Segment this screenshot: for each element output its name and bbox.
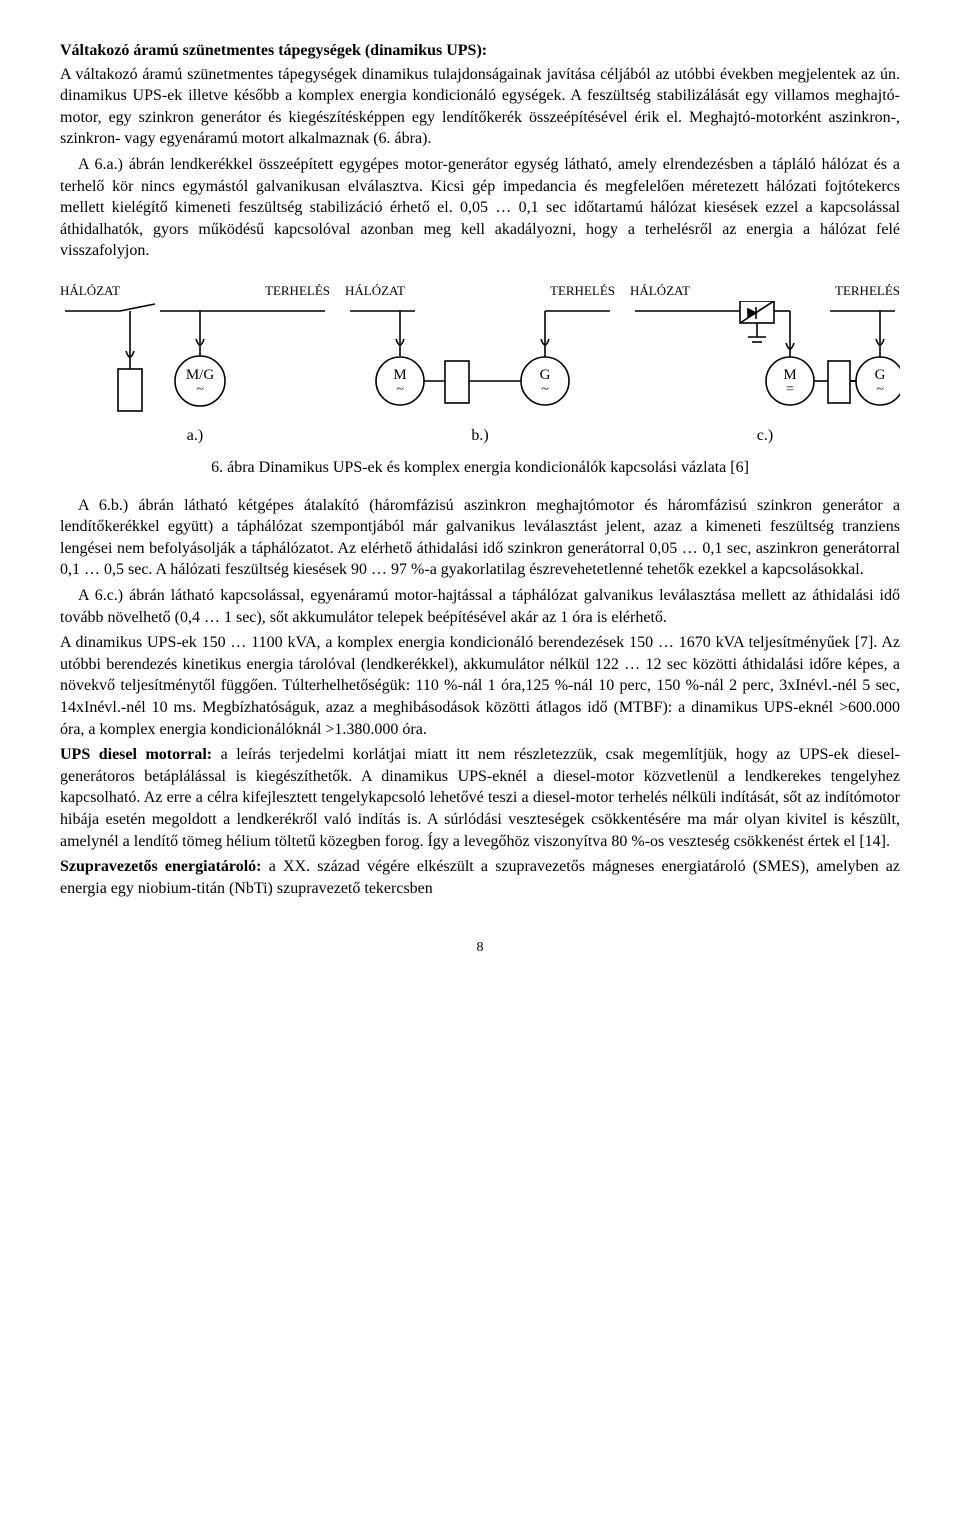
g-symbol: ~ [876, 382, 884, 397]
block-label-g: G [875, 367, 886, 383]
body-paragraph: Szupravezetős energiatároló: a XX. száza… [60, 856, 900, 899]
block-label-m: M [783, 367, 796, 383]
page-number: 8 [60, 939, 900, 958]
figure-6b: HÁLÓZAT TERHELÉS [345, 282, 615, 447]
subfig-label: b.) [471, 425, 488, 447]
block-label: M/G [186, 367, 215, 383]
run-in-heading: UPS diesel motorral: [60, 746, 221, 763]
subfig-label: a.) [187, 425, 203, 447]
body-paragraph: A 6.b.) ábrán látható kétgépes átalakító… [60, 495, 900, 581]
body-paragraph: A 6.c.) ábrán látható kapcsolással, egye… [60, 585, 900, 628]
block-label-m: M [393, 367, 406, 383]
circuit-svg-a: M/G ~ [60, 301, 330, 421]
body-paragraph: A 6.a.) ábrán lendkerékkel összeépített … [60, 154, 900, 262]
tilde-label: ~ [396, 382, 404, 397]
tilde-label: ~ [541, 382, 549, 397]
m-symbol: = [786, 382, 794, 397]
section-title: Váltakozó áramú szünetmentes tápegységek… [60, 40, 900, 62]
diagram-label-left: HÁLÓZAT [60, 282, 120, 300]
figure-6c: HÁLÓZAT TERHELÉS [630, 282, 900, 447]
body-paragraph: A dinamikus UPS-ek 150 … 1100 kVA, a kom… [60, 632, 900, 740]
diagram-label-left: HÁLÓZAT [630, 282, 690, 300]
run-in-heading: Szupravezetős energiatároló: [60, 858, 269, 875]
diagram-label-right: TERHELÉS [835, 282, 900, 300]
body-paragraph: A váltakozó áramú szünetmentes tápegység… [60, 64, 900, 150]
circuit-svg-c: M = G ~ [630, 301, 900, 421]
subfig-label: c.) [757, 425, 773, 447]
tilde-label: ~ [196, 382, 204, 397]
figure-caption: 6. ábra Dinamikus UPS-ek és komplex ener… [60, 457, 900, 479]
diagram-label-right: TERHELÉS [265, 282, 330, 300]
body-paragraph: UPS diesel motorral: a leírás terjedelmi… [60, 744, 900, 852]
diagram-label-right: TERHELÉS [550, 282, 615, 300]
figure-6a: HÁLÓZAT TERHELÉS M/G ~ a.) [60, 282, 330, 447]
diagram-label-left: HÁLÓZAT [345, 282, 405, 300]
figure-6: HÁLÓZAT TERHELÉS M/G ~ a.) [60, 282, 900, 447]
circuit-svg-b: M ~ G ~ [345, 301, 615, 421]
block-label-g: G [540, 367, 551, 383]
